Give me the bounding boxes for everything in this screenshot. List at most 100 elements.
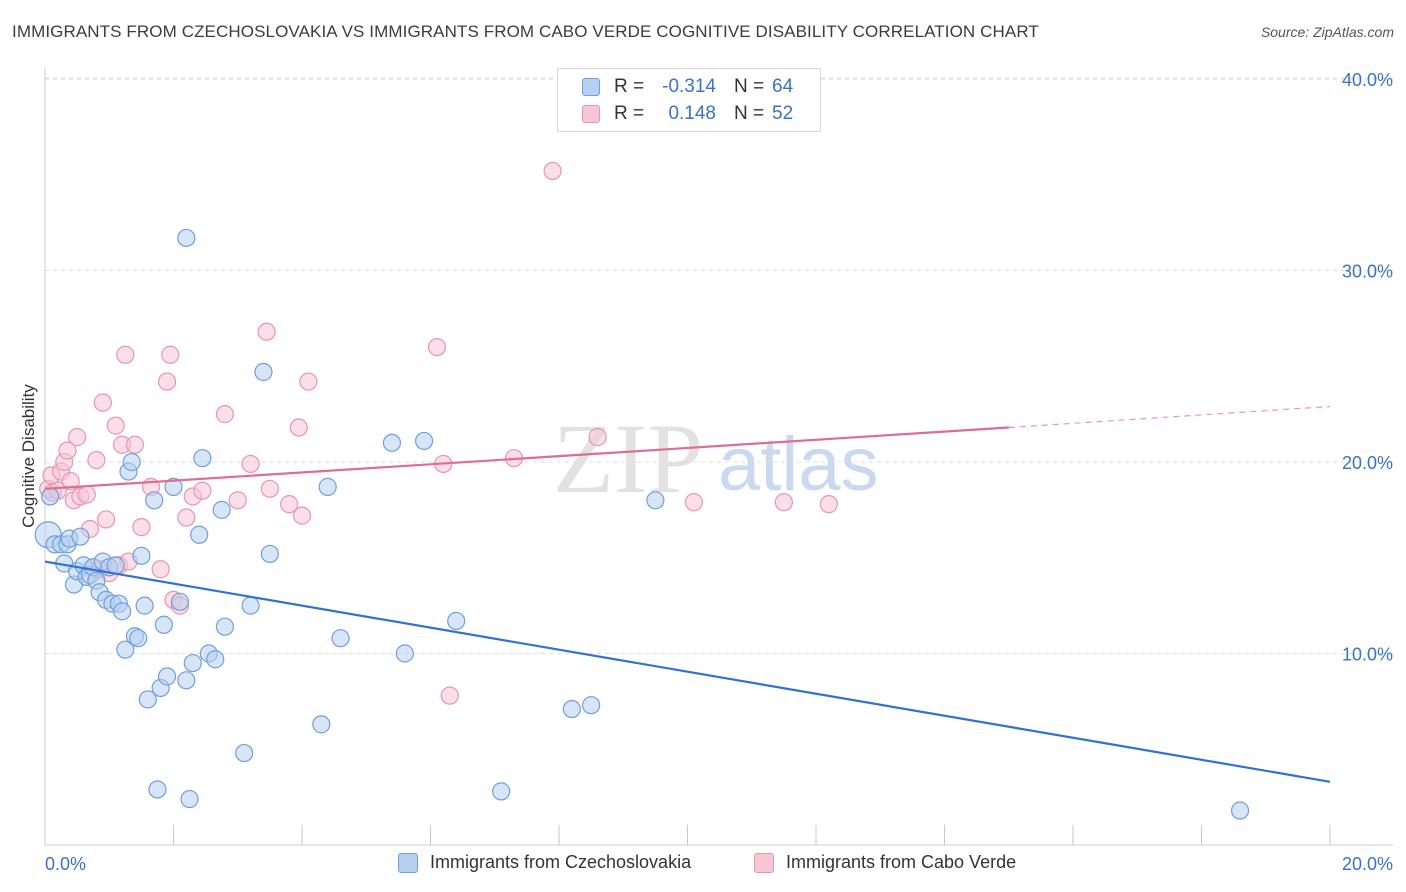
x-tick-label: 0.0% — [45, 854, 86, 874]
data-point-czechoslovakia — [164, 477, 183, 496]
data-point-cabo-verde — [260, 479, 279, 498]
source-credit: Source: ZipAtlas.com — [1260, 24, 1394, 40]
data-point-czechoslovakia — [395, 644, 414, 663]
legend-label-cabo-verde: Immigrants from Cabo Verde — [786, 852, 1017, 872]
data-point-cabo-verde — [116, 345, 135, 364]
data-point-cabo-verde — [151, 560, 170, 579]
legend-r-label: R = — [614, 103, 645, 124]
data-point-cabo-verde — [177, 508, 196, 527]
data-point-czechoslovakia — [382, 433, 402, 452]
data-point-cabo-verde — [241, 454, 260, 474]
legend-r-value: 0.148 — [668, 103, 716, 124]
watermark-atlas: atlas — [718, 422, 879, 507]
data-point-cabo-verde — [157, 372, 177, 391]
chart-title: IMMIGRANTS FROM CZECHOSLOVAKIA VS IMMIGR… — [12, 22, 1039, 41]
data-point-czechoslovakia — [157, 667, 177, 686]
legend-swatch-pink — [582, 105, 600, 123]
data-point-czechoslovakia — [318, 477, 337, 496]
legend-r-label: R = — [614, 76, 645, 97]
data-point-czechoslovakia — [241, 596, 260, 615]
data-point-czechoslovakia — [177, 228, 196, 248]
watermark-zip: ZIP — [553, 403, 703, 514]
legend-n-value: 64 — [772, 76, 794, 97]
legend-n-label: N = — [734, 103, 765, 124]
data-point-czechoslovakia — [206, 650, 225, 669]
data-point-cabo-verde — [440, 686, 459, 705]
data-point-czechoslovakia — [132, 546, 151, 565]
trend-line-cabo-verde-extrapolated — [1008, 405, 1331, 429]
data-point-czechoslovakia — [254, 362, 273, 382]
data-point-czechoslovakia — [235, 743, 254, 763]
data-point-cabo-verde — [289, 418, 308, 437]
y-tick-label: 10.0% — [1342, 645, 1393, 665]
data-point-czechoslovakia — [41, 487, 60, 506]
data-point-czechoslovakia — [148, 780, 167, 799]
data-point-cabo-verde — [106, 416, 125, 435]
trend-lines — [44, 405, 1331, 783]
legend-n-value: 52 — [772, 103, 794, 124]
legend-label-czechoslovakia: Immigrants from Czechoslovakia — [430, 852, 692, 872]
data-point-cabo-verde — [61, 472, 80, 491]
data-point-cabo-verde — [819, 495, 838, 514]
legend-r-value: -0.314 — [662, 76, 716, 97]
data-point-czechoslovakia — [170, 592, 190, 611]
legend-item-czechoslovakia: Immigrants from Czechoslovakia — [398, 852, 691, 873]
data-point-czechoslovakia — [582, 696, 601, 715]
data-point-czechoslovakia — [215, 617, 234, 636]
legend-row-czechoslovakia: R = -0.314 N = 64 — [582, 75, 793, 99]
y-tick-label: 30.0% — [1342, 262, 1393, 282]
data-point-cabo-verde — [684, 493, 704, 512]
trend-line-czechoslovakia — [44, 560, 1331, 783]
data-point-czechoslovakia — [447, 611, 466, 631]
gridlines — [45, 77, 1393, 654]
data-point-czechoslovakia — [260, 544, 279, 564]
data-point-czechoslovakia — [562, 699, 581, 719]
data-point-cabo-verde — [96, 510, 116, 529]
data-point-cabo-verde — [774, 493, 793, 512]
data-point-czechoslovakia — [116, 640, 135, 659]
series-czechoslovakia-points — [34, 228, 1250, 820]
legend-swatch-pink — [754, 852, 774, 873]
data-point-czechoslovakia — [154, 615, 173, 634]
series-cabo-verde-points — [39, 161, 838, 705]
data-point-czechoslovakia — [312, 715, 331, 734]
data-point-czechoslovakia — [646, 491, 665, 510]
data-point-cabo-verde — [68, 428, 87, 447]
data-point-czechoslovakia — [138, 690, 157, 709]
data-point-czechoslovakia — [331, 629, 350, 648]
correlation-legend: R = -0.314 N = 64 R = 0.148 N = 52 — [557, 68, 821, 132]
axes — [44, 68, 1393, 846]
data-point-cabo-verde — [543, 161, 562, 181]
data-point-cabo-verde — [215, 405, 234, 424]
legend-swatch-blue — [582, 78, 600, 96]
data-point-czechoslovakia — [177, 671, 196, 690]
data-point-czechoslovakia — [112, 602, 132, 621]
data-point-czechoslovakia — [135, 596, 154, 615]
data-point-czechoslovakia — [71, 527, 90, 546]
data-point-cabo-verde — [299, 372, 318, 391]
data-point-czechoslovakia — [106, 556, 125, 575]
y-tick-label: 20.0% — [1342, 453, 1393, 473]
legend-item-cabo-verde: Immigrants from Cabo Verde — [754, 852, 1016, 873]
zipatlas-watermark: ZIP atlas — [553, 403, 879, 514]
data-point-czechoslovakia — [193, 449, 212, 468]
data-point-cabo-verde — [280, 495, 299, 514]
data-point-cabo-verde — [588, 428, 607, 447]
data-point-czechoslovakia — [190, 525, 209, 544]
data-point-czechoslovakia — [414, 431, 434, 451]
data-point-cabo-verde — [193, 481, 212, 500]
series-legend: Immigrants from Czechoslovakia Immigrant… — [0, 852, 1406, 876]
y-tick-label: 40.0% — [1342, 70, 1393, 90]
data-point-czechoslovakia — [180, 789, 199, 809]
data-point-czechoslovakia — [492, 782, 511, 801]
data-point-cabo-verde — [93, 393, 112, 412]
data-point-cabo-verde — [228, 491, 247, 510]
data-point-czechoslovakia — [122, 452, 141, 472]
data-point-czechoslovakia — [129, 629, 148, 648]
legend-swatch-blue — [398, 852, 418, 873]
data-point-cabo-verde — [125, 435, 145, 454]
data-point-czechoslovakia — [183, 653, 202, 673]
x-tick-label: 20.0% — [1342, 854, 1393, 874]
y-axis-label: Cognitive Disability — [19, 384, 38, 528]
